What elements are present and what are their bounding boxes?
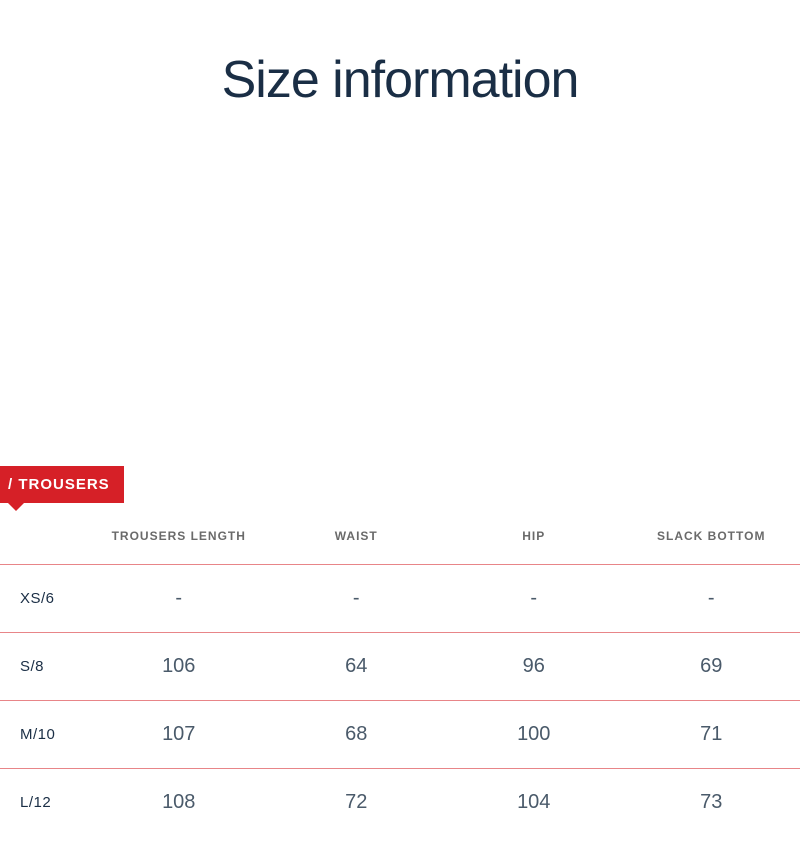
row-val: 64 <box>268 655 446 678</box>
table-divider <box>0 632 800 633</box>
size-table: TROUSERS LENGTH WAIST HIP SLACK BOTTOM X… <box>0 508 800 836</box>
row-val: - <box>623 587 800 610</box>
row-val: 72 <box>268 791 446 814</box>
row-size: S/8 <box>0 658 90 675</box>
row-val: 107 <box>90 723 268 746</box>
row-val: 71 <box>623 723 800 746</box>
row-size: XS/6 <box>0 590 90 607</box>
row-val: 96 <box>445 655 623 678</box>
row-val: - <box>268 587 446 610</box>
row-val: 69 <box>623 655 800 678</box>
page-title: Size information <box>0 50 800 110</box>
table-row: XS/6 - - - - <box>0 565 800 632</box>
table-divider <box>0 768 800 769</box>
table-header-row: TROUSERS LENGTH WAIST HIP SLACK BOTTOM <box>0 508 800 564</box>
row-val: 68 <box>268 723 446 746</box>
row-val: 104 <box>445 791 623 814</box>
header-col-hip: HIP <box>445 529 623 543</box>
row-val: 100 <box>445 723 623 746</box>
header-col-slack: SLACK BOTTOM <box>623 529 800 543</box>
table-row: S/8 106 64 96 69 <box>0 633 800 700</box>
row-size: M/10 <box>0 726 90 743</box>
table-divider <box>0 700 800 701</box>
table-row: M/10 107 68 100 71 <box>0 701 800 768</box>
row-val: 108 <box>90 791 268 814</box>
category-badge-wrap: / TROUSERS <box>0 466 124 503</box>
row-val: 73 <box>623 791 800 814</box>
category-badge: / TROUSERS <box>0 466 124 503</box>
header-col-waist: WAIST <box>268 529 446 543</box>
header-col-length: TROUSERS LENGTH <box>90 529 268 543</box>
table-divider <box>0 564 800 565</box>
row-size: L/12 <box>0 794 90 811</box>
row-val: - <box>90 587 268 610</box>
table-row: L/12 108 72 104 73 <box>0 769 800 836</box>
row-val: 106 <box>90 655 268 678</box>
row-val: - <box>445 587 623 610</box>
